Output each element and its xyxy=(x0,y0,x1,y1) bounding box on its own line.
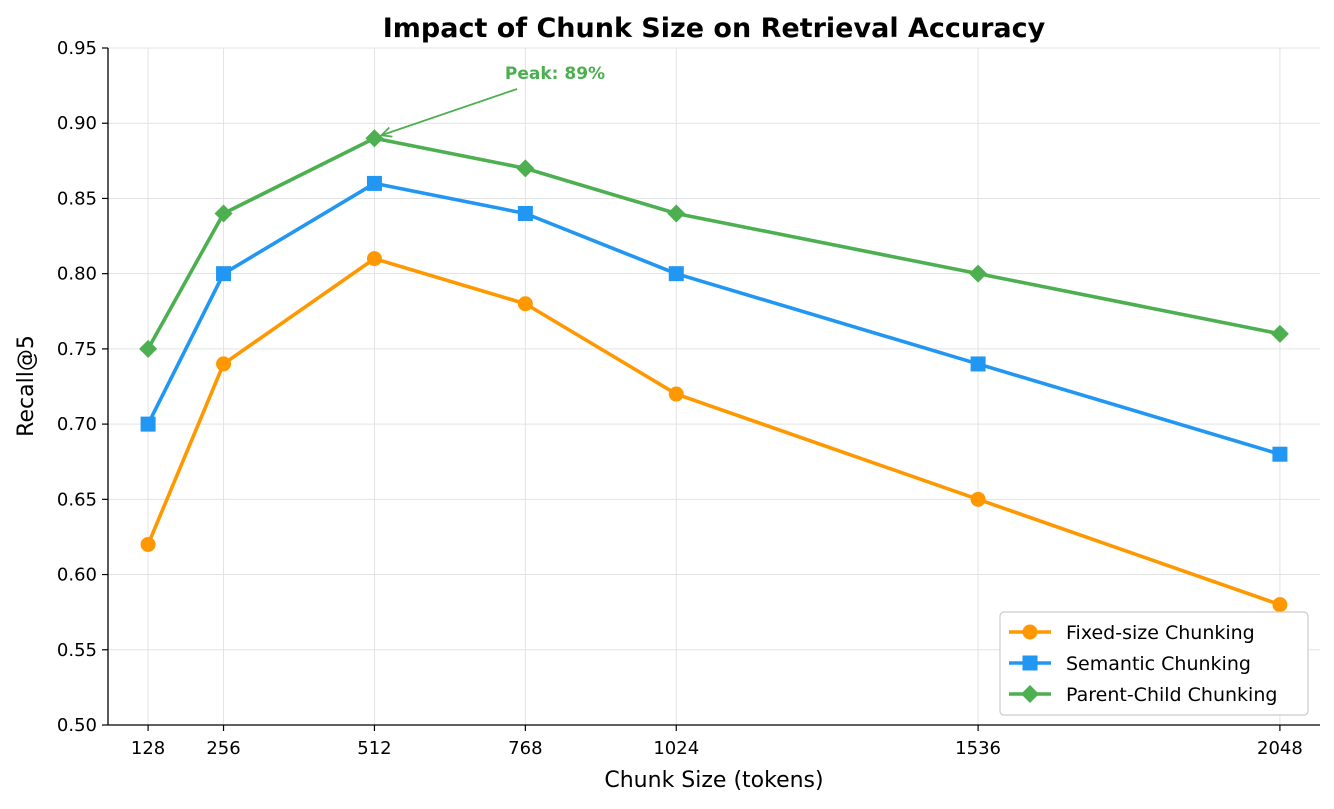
y-tick-label: 0.60 xyxy=(57,565,97,586)
x-axis-ticks: 128 256 512 768 1024 1536 2048 xyxy=(131,725,1303,759)
legend-item-0: Fixed-size Chunking xyxy=(1009,622,1255,644)
y-tick-label: 0.75 xyxy=(57,339,97,360)
legend: Fixed-size Chunking Semantic Chunking Pare… xyxy=(999,611,1309,716)
data-point-diamond xyxy=(365,129,384,148)
y-tick-label: 0.80 xyxy=(57,264,97,285)
legend-label: Parent-Child Chunking xyxy=(1066,684,1277,706)
data-point-square xyxy=(970,356,986,372)
x-tick-label: 2048 xyxy=(1257,738,1303,759)
series-line xyxy=(146,256,1281,607)
data-point-diamond xyxy=(667,204,686,223)
data-point-circle xyxy=(1272,597,1288,613)
series-group xyxy=(139,129,1289,613)
y-tick-label: 0.95 xyxy=(57,38,97,59)
x-tick-label: 768 xyxy=(508,738,542,759)
series-1 xyxy=(140,175,1288,462)
y-axis-ticks: 0.50 0.55 0.60 0.65 0.70 0.75 0.80 0.85 0.90 0.95 xyxy=(57,38,108,736)
legend-label: Fixed-size Chunking xyxy=(1066,622,1255,644)
x-tick-label: 256 xyxy=(206,738,240,759)
y-axis-title: Recall@5 xyxy=(14,335,39,437)
y-tick-label: 0.55 xyxy=(57,640,97,661)
data-point-square xyxy=(216,266,232,282)
legend-item-1: Semantic Chunking xyxy=(1009,653,1251,675)
series-line xyxy=(146,181,1281,456)
series-2 xyxy=(139,129,1289,358)
legend-marker xyxy=(1022,655,1038,671)
data-point-square xyxy=(1272,446,1288,462)
data-point-square xyxy=(140,416,156,432)
legend-marker xyxy=(1022,624,1038,640)
data-point-diamond xyxy=(214,204,233,223)
legend-marker xyxy=(1021,685,1039,703)
data-point-circle xyxy=(970,491,986,507)
y-tick-label: 0.50 xyxy=(57,715,97,736)
y-tick-label: 0.70 xyxy=(57,414,97,435)
legend-box xyxy=(999,611,1309,716)
y-tick-label: 0.85 xyxy=(57,188,97,209)
data-point-diamond xyxy=(969,264,988,283)
x-tick-label: 1536 xyxy=(955,738,1001,759)
x-tick-label: 1024 xyxy=(653,738,699,759)
x-axis-title: Chunk Size (tokens) xyxy=(604,768,823,793)
x-tick-label: 512 xyxy=(357,738,391,759)
y-tick-label: 0.65 xyxy=(57,489,97,510)
data-point-square xyxy=(517,205,533,221)
annotation-arrowhead xyxy=(379,126,393,138)
data-point-diamond xyxy=(516,159,535,178)
series-line xyxy=(146,136,1281,350)
data-point-circle xyxy=(517,296,533,312)
y-tick-label: 0.90 xyxy=(57,113,97,134)
chart-title: Impact of Chunk Size on Retrieval Accura… xyxy=(383,13,1046,44)
data-point-square xyxy=(668,266,684,282)
grid xyxy=(108,47,1320,726)
data-point-circle xyxy=(140,536,156,552)
peak-annotation: Peak: 89% xyxy=(379,64,605,138)
series-0 xyxy=(140,251,1288,613)
legend-label: Semantic Chunking xyxy=(1066,653,1251,675)
data-point-circle xyxy=(366,251,382,267)
data-point-circle xyxy=(216,356,232,372)
annotation-label: Peak: 89% xyxy=(505,64,605,84)
legend-item-2: Parent-Child Chunking xyxy=(1009,684,1277,706)
axes xyxy=(107,48,1320,726)
data-point-diamond xyxy=(139,339,158,358)
data-point-circle xyxy=(668,386,684,402)
data-point-square xyxy=(366,175,382,191)
x-tick-label: 128 xyxy=(131,738,165,759)
data-point-diamond xyxy=(1270,324,1289,343)
annotation-arrow xyxy=(381,88,518,137)
